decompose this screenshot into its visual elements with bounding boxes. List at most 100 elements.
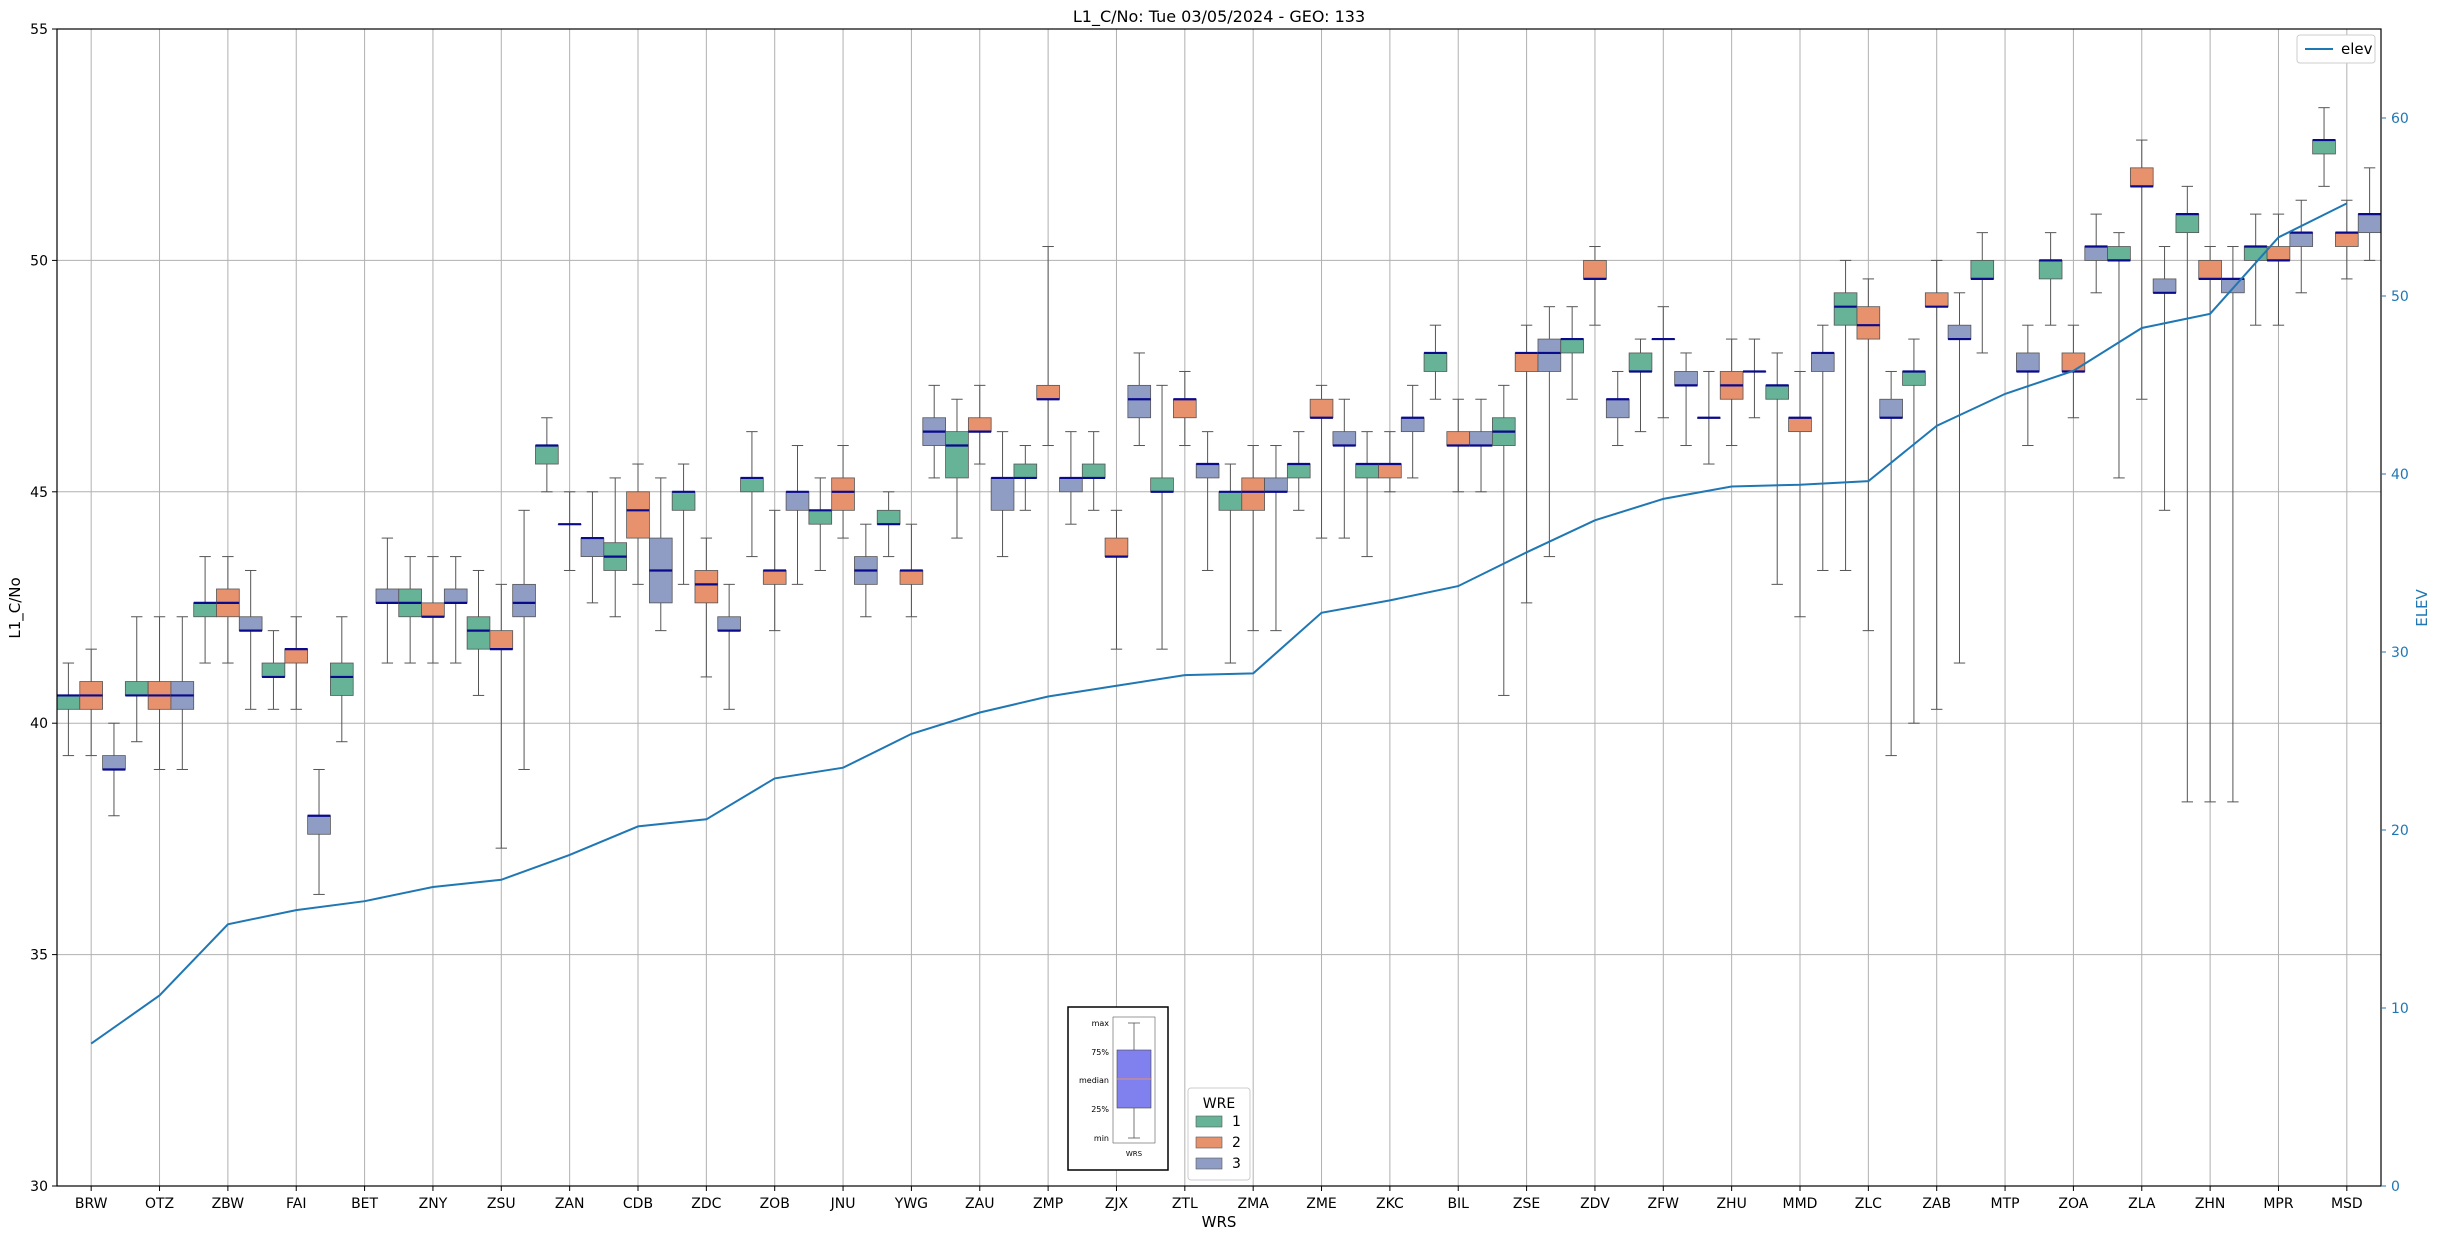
box-plot (489, 583, 514, 849)
box-plot (1036, 246, 1060, 447)
box-iqr (2335, 232, 2359, 247)
box-plot (2084, 213, 2108, 294)
box-plot (2198, 246, 2222, 803)
box-plot (2107, 232, 2131, 479)
box-iqr (1150, 477, 1174, 493)
box-plot (1013, 445, 1038, 511)
box-iqr (1332, 431, 1357, 446)
x-tick-label: CDB (623, 1196, 653, 1212)
box-plot (2038, 232, 2063, 326)
box-iqr (535, 445, 559, 465)
box-iqr (1810, 352, 1835, 372)
x-tick-label: OTZ (145, 1196, 174, 1212)
box-plot (922, 384, 946, 479)
box-iqr (1924, 292, 1949, 308)
box-plot (1583, 246, 1607, 326)
box-iqr (466, 616, 491, 650)
y2-tick-label: 30 (2391, 645, 2409, 661)
y2-tick-label: 50 (2391, 289, 2409, 305)
box-plot (1697, 370, 1721, 465)
box-plot (2221, 246, 2245, 803)
x-tick-label: MTP (1991, 1196, 2020, 1212)
y-tick-label: 30 (30, 1179, 48, 1195)
x-tick-label: BET (351, 1196, 378, 1212)
y2-tick-label: 40 (2391, 467, 2409, 483)
box-iqr (1241, 477, 1265, 511)
box-plot (2335, 199, 2359, 280)
box-iqr (2221, 278, 2245, 294)
box-iqr (1081, 463, 1106, 479)
x-tick-label: ZLC (1855, 1196, 1882, 1212)
box-plot (1355, 431, 1379, 558)
plot-frame (56, 28, 2382, 1187)
box-plot (1856, 278, 1881, 632)
box-plot (1674, 352, 1698, 447)
box-iqr (102, 755, 126, 770)
box-plot (330, 616, 354, 743)
box-plot (1560, 306, 1584, 400)
box-iqr (1218, 491, 1243, 511)
box-iqr (1628, 352, 1653, 372)
box-plot (1833, 259, 1858, 571)
box-plot (79, 648, 103, 757)
box-plot (1446, 398, 1471, 493)
box-iqr (967, 417, 992, 433)
box-iqr (1947, 324, 1972, 340)
box-iqr (1833, 292, 1858, 326)
box-plot (1423, 324, 1448, 400)
x-tick-label: MPR (2263, 1196, 2294, 1212)
box-iqr (1264, 477, 1288, 493)
guide-label: 25% (1091, 1105, 1109, 1114)
box-iqr (1104, 537, 1129, 557)
box-plot (1537, 306, 1562, 558)
box-plot (785, 445, 810, 585)
box-plot (535, 417, 559, 493)
x-tick-label: ZJX (1105, 1196, 1129, 1212)
box-plot (1173, 370, 1197, 447)
x-tick-label: ZBW (212, 1196, 245, 1212)
box-plot (56, 662, 81, 757)
x-tick-label: ZLA (2128, 1196, 2156, 1212)
box-iqr (1378, 463, 1402, 479)
box-plot (284, 616, 309, 710)
box-plot (2243, 213, 2268, 326)
line-legend-label: elev (2341, 40, 2373, 58)
box-iqr (1902, 371, 1926, 386)
box-plot (2152, 246, 2177, 511)
elev-line (90, 202, 2348, 1045)
box-iqr (56, 695, 81, 710)
box-plot (2312, 107, 2336, 187)
x-tick-label: ZDC (691, 1196, 721, 1212)
box-plot (2129, 139, 2154, 400)
box-iqr (1173, 398, 1197, 419)
box-plot (102, 722, 126, 817)
box-plot (967, 384, 992, 465)
box-plot (626, 463, 650, 585)
box-iqr (1879, 398, 1903, 419)
wre-legend-label: 2 (1232, 1135, 1241, 1151)
x-tick-label: ZOA (2058, 1196, 2088, 1212)
box-iqr (1469, 431, 1493, 446)
box-iqr (831, 477, 855, 511)
box-plot (694, 537, 719, 678)
box-plot (1469, 398, 1493, 493)
box-iqr (1309, 398, 1334, 419)
box-iqr (1674, 371, 1698, 386)
box-iqr (1400, 417, 1425, 433)
box-plot (2175, 185, 2200, 803)
box-plot (945, 398, 969, 539)
box-plot (1104, 509, 1129, 650)
box-plot (1059, 431, 1083, 525)
box-plot (1378, 431, 1402, 493)
box-plot (443, 556, 468, 664)
x-tick-label: FAI (286, 1196, 306, 1212)
box-plot (2016, 324, 2040, 447)
box-plot (2289, 199, 2314, 294)
x-tick-label: ZFW (1648, 1196, 1680, 1212)
box-iqr (2152, 278, 2177, 294)
box-plot (238, 569, 263, 710)
box-plot (1195, 431, 1220, 571)
box-iqr (1286, 463, 1311, 479)
box-plot (1651, 306, 1676, 419)
